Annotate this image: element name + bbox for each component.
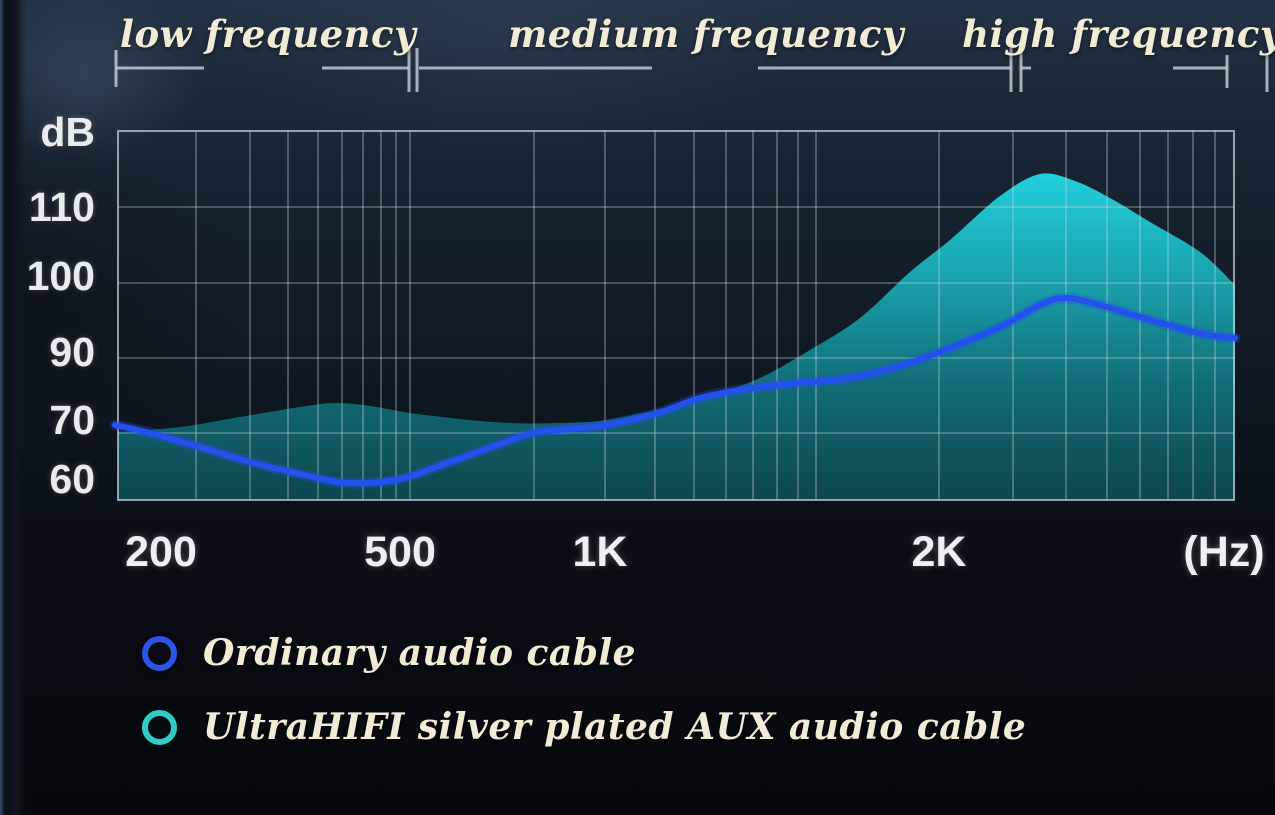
y-axis-label: 110 (28, 184, 95, 230)
ordinary-line-series (112, 294, 1238, 487)
y-axis-label: 60 (49, 456, 95, 502)
ultrahifi-area-series (118, 173, 1235, 500)
y-axis-label: 100 (26, 253, 95, 299)
x-axis-label: 1K (572, 528, 628, 576)
y-axis-label: 90 (49, 329, 95, 375)
band-label-medium-frequency: medium frequency (508, 12, 904, 56)
y-axis-label: dB (40, 109, 95, 155)
frequency-range-brackets (114, 48, 1269, 92)
x-axis-label: (Hz) (1183, 528, 1265, 576)
x-axis-label: 500 (364, 528, 436, 576)
band-label-high-frequency: high frequency (962, 12, 1275, 56)
band-label-low-frequency: low frequency (119, 12, 417, 56)
x-axis-label: 200 (125, 528, 197, 576)
x-axis-label: 2K (911, 528, 967, 576)
y-axis-label: 70 (49, 397, 95, 443)
plot-border (117, 130, 1235, 501)
